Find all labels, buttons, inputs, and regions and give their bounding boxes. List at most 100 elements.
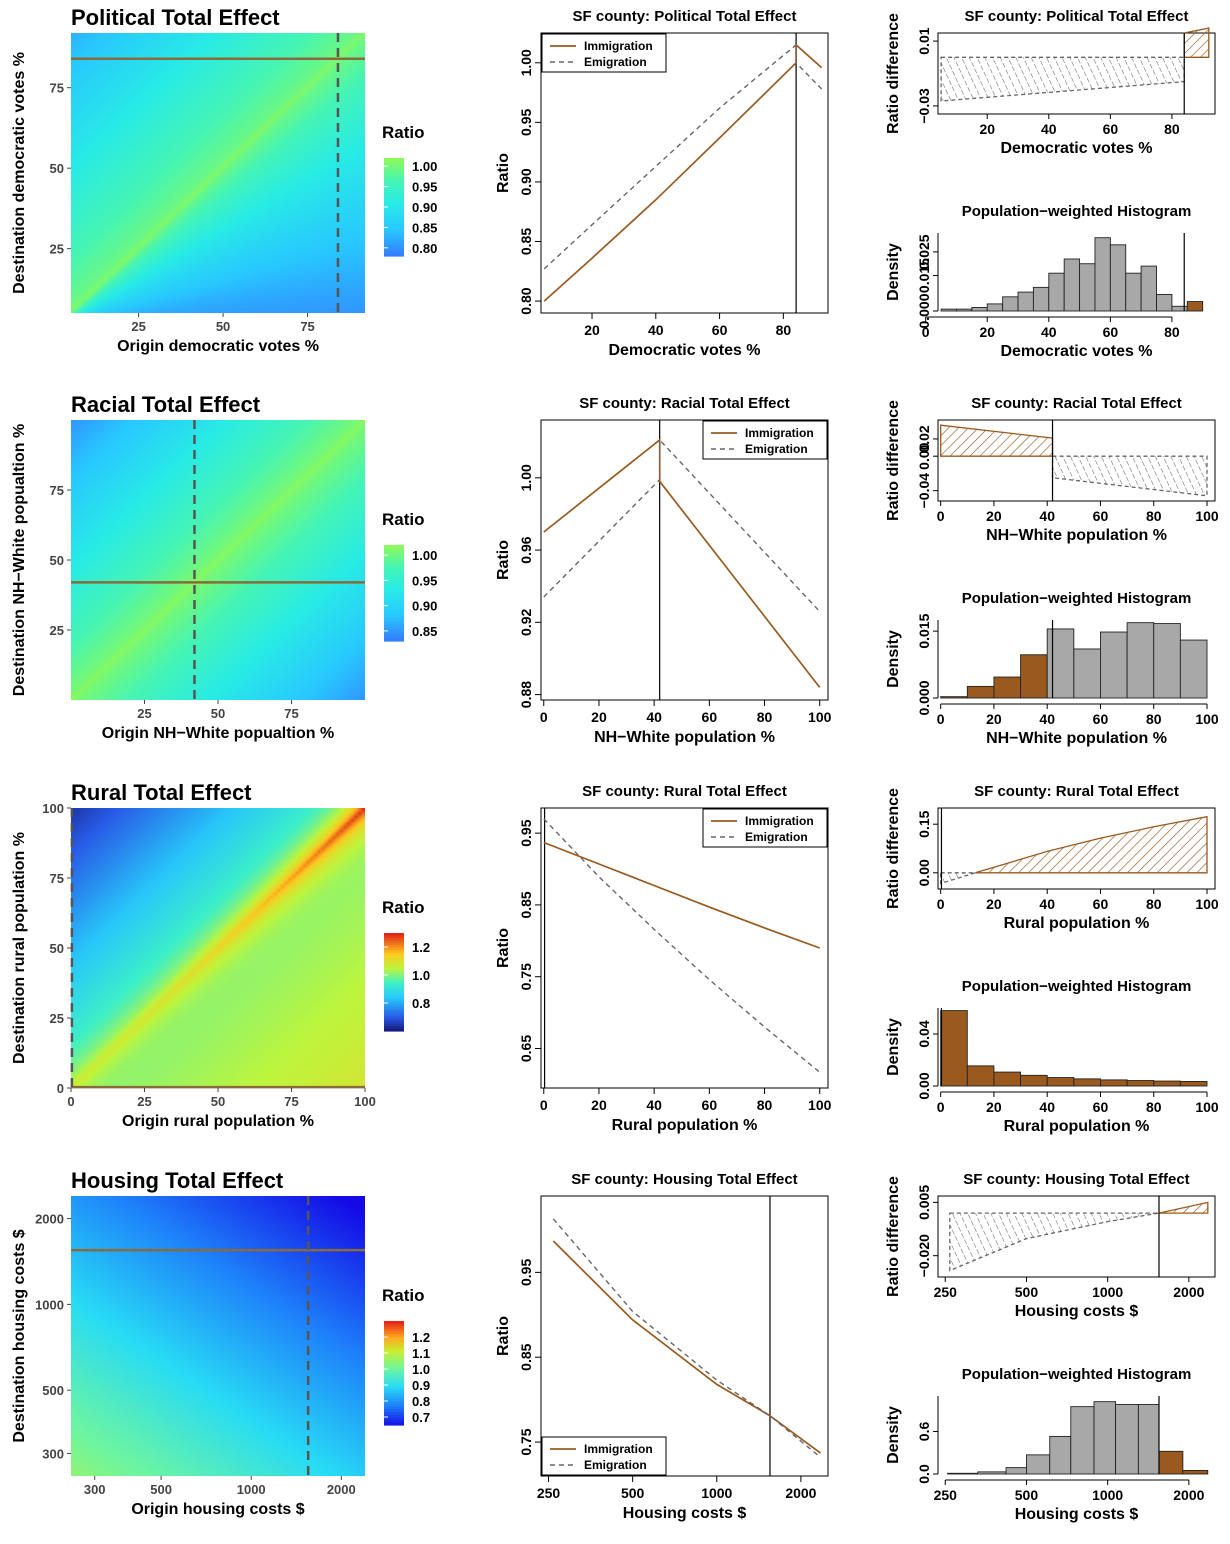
x-tick-label: 100: [1195, 711, 1219, 727]
colorbar-swatch: [384, 994, 404, 998]
y-axis-label: Ratio difference: [885, 400, 902, 521]
colorbar-swatch: [384, 226, 404, 230]
colorbar-swatch: [384, 229, 404, 233]
ratio-difference-panel: SF county: Racial Total Effect 0 20 40 60 80 1…: [885, 395, 1219, 544]
x-axis-label: Housing costs $: [623, 1505, 747, 1522]
x-axis-label: Rural population %: [612, 1117, 758, 1134]
y-tick-label: 1.00: [518, 49, 534, 76]
x-tick-label: 20: [591, 709, 607, 725]
heatmap-raster: [71, 33, 365, 313]
ratio-difference-panel: SF county: Political Total Effect 20 40 60 8…: [885, 8, 1216, 157]
legend-label: Immigration: [745, 814, 814, 828]
histogram-panel: Population−weighted Histogram 0 20 40 60 80 10…: [885, 590, 1219, 747]
y-tick-label: 0.015: [916, 613, 932, 648]
colorbar-swatch: [384, 959, 404, 963]
colorbar-swatch: [384, 614, 404, 618]
colorbar-swatch: [384, 984, 404, 988]
x-tick-label: 25: [131, 319, 145, 334]
series-line-immigration: [543, 438, 821, 688]
histogram-bar: [1073, 648, 1101, 699]
negative-difference-region: [940, 56, 1185, 102]
colorbar-swatch: [384, 933, 404, 937]
y-axis-label: Ratio: [495, 928, 512, 968]
histogram-bar: [1186, 301, 1204, 312]
histogram-bar: [1063, 258, 1081, 312]
colorbar-swatch: [384, 251, 404, 255]
x-tick-label: 500: [621, 1485, 645, 1501]
x-tick-label: 60: [1103, 121, 1119, 137]
panel-title: SF county: Rural Total Effect: [974, 783, 1179, 800]
x-tick-label: 40: [1039, 1099, 1055, 1115]
x-tick-label: 250: [934, 1487, 958, 1503]
x-tick-label: 80: [1164, 324, 1180, 340]
x-tick-label: 20: [986, 508, 1002, 524]
colorbar-swatch: [384, 1339, 404, 1343]
x-tick-label: 2000: [785, 1485, 816, 1501]
heatmap-raster: [71, 420, 365, 700]
colorbar-swatch: [384, 557, 404, 560]
colorbar-swatch: [384, 246, 404, 250]
panel-title: Population−weighted Histogram: [962, 203, 1192, 220]
y-tick-label: 0.6: [916, 1422, 932, 1442]
colorbar-swatch: [384, 942, 404, 946]
histogram-bar: [1073, 1078, 1101, 1087]
histogram-bar: [966, 685, 995, 699]
colorbar-swatch: [384, 955, 404, 959]
colorbar-swatch: [384, 1412, 404, 1416]
colorbar-swatch: [384, 172, 404, 176]
colorbar-swatch: [384, 1386, 404, 1390]
x-tick-label: 60: [702, 709, 718, 725]
colorbar-swatch: [384, 1373, 404, 1377]
colorbar-swatch: [384, 974, 404, 978]
histogram-bar: [940, 1010, 968, 1087]
colorbar-tick-label: 0.80: [412, 241, 437, 256]
y-axis-label: Ratio difference: [885, 13, 902, 134]
colorbar-tick-label: 0.7: [412, 1410, 430, 1425]
colorbar-swatch: [384, 182, 404, 186]
legend-label: Immigration: [745, 426, 814, 440]
x-tick-label: 1000: [1092, 1284, 1123, 1300]
y-tick-label: 0.00: [916, 1072, 932, 1099]
colorbar-swatch: [384, 945, 404, 949]
colorbar-swatch: [384, 202, 404, 206]
histogram-panel: Population−weighted Histogram 0 20 40 60 80 0.…: [885, 203, 1204, 360]
colorbar-tick-label: 1.2: [412, 940, 430, 955]
line-panel: SF county: Racial Total Effect 0 20 40 60 80 1…: [495, 395, 832, 746]
colorbar-swatch: [384, 950, 404, 954]
colorbar-swatch: [384, 607, 404, 611]
colorbar-swatch: [384, 224, 404, 228]
colorbar-swatch: [384, 1016, 404, 1020]
histogram-bar: [1032, 286, 1050, 312]
histogram-bar: [1020, 654, 1048, 699]
x-tick-label: 80: [1146, 711, 1162, 727]
histogram-bar: [1179, 1080, 1208, 1087]
histogram-bar: [1125, 272, 1142, 312]
y-tick-label: 1.00: [518, 464, 534, 491]
x-axis-label: Democratic votes %: [608, 342, 760, 359]
colorbar-swatch: [384, 597, 404, 601]
x-tick-label: 2000: [327, 1482, 356, 1497]
histogram-bar: [993, 1071, 1022, 1087]
x-axis-label: Housing costs $: [1015, 1303, 1139, 1320]
panel-title: SF county: Political Total Effect: [965, 8, 1189, 25]
x-tick-label: 25: [137, 1094, 151, 1109]
x-tick-label: 25: [137, 706, 151, 721]
colorbar-swatch: [384, 602, 404, 606]
colorbar-swatch: [384, 162, 404, 166]
y-tick-label: 75: [50, 871, 64, 886]
colorbar-tick-label: 0.8: [412, 996, 430, 1011]
plot-frame: [540, 807, 829, 1089]
histogram-bar: [1020, 1074, 1048, 1087]
x-tick-label: 20: [584, 322, 600, 338]
colorbar-tick-label: 1.00: [412, 159, 437, 174]
y-axis-label: Density: [885, 630, 902, 688]
x-tick-label: 40: [648, 322, 664, 338]
panel-title: Population−weighted Histogram: [962, 590, 1192, 607]
y-axis-label: Destination NH−White popualtion %: [11, 424, 28, 696]
colorbar-swatch: [384, 617, 404, 620]
colorbar-swatch: [384, 1344, 404, 1348]
y-axis-label: Ratio: [495, 153, 512, 193]
colorbar-swatch: [384, 549, 404, 553]
histogram-bar: [1100, 631, 1128, 699]
y-tick-label: 0.04: [916, 1020, 932, 1047]
